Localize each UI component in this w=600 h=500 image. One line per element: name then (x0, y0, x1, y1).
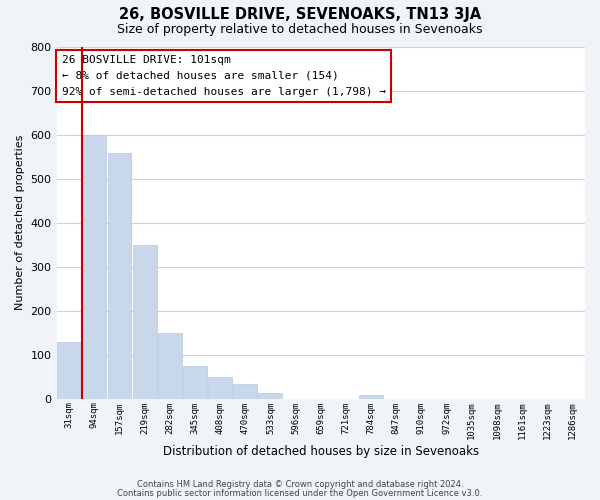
Bar (259, 393, 283, 398)
Bar (107, 154, 131, 398)
Bar (82, 134, 106, 398)
Bar (183, 366, 207, 398)
Bar (57, 342, 81, 398)
Bar (359, 395, 383, 398)
Text: 26 BOSVILLE DRIVE: 101sqm
← 8% of detached houses are smaller (154)
92% of semi-: 26 BOSVILLE DRIVE: 101sqm ← 8% of detach… (62, 56, 386, 96)
X-axis label: Distribution of detached houses by size in Sevenoaks: Distribution of detached houses by size … (163, 444, 479, 458)
Text: Size of property relative to detached houses in Sevenoaks: Size of property relative to detached ho… (117, 22, 483, 36)
Y-axis label: Number of detached properties: Number of detached properties (15, 135, 25, 310)
Bar (158, 332, 182, 398)
Bar (233, 384, 257, 398)
Bar (208, 376, 232, 398)
Text: Contains HM Land Registry data © Crown copyright and database right 2024.: Contains HM Land Registry data © Crown c… (137, 480, 463, 489)
Text: 26, BOSVILLE DRIVE, SEVENOAKS, TN13 3JA: 26, BOSVILLE DRIVE, SEVENOAKS, TN13 3JA (119, 8, 481, 22)
Bar (133, 246, 157, 398)
Text: Contains public sector information licensed under the Open Government Licence v3: Contains public sector information licen… (118, 488, 482, 498)
